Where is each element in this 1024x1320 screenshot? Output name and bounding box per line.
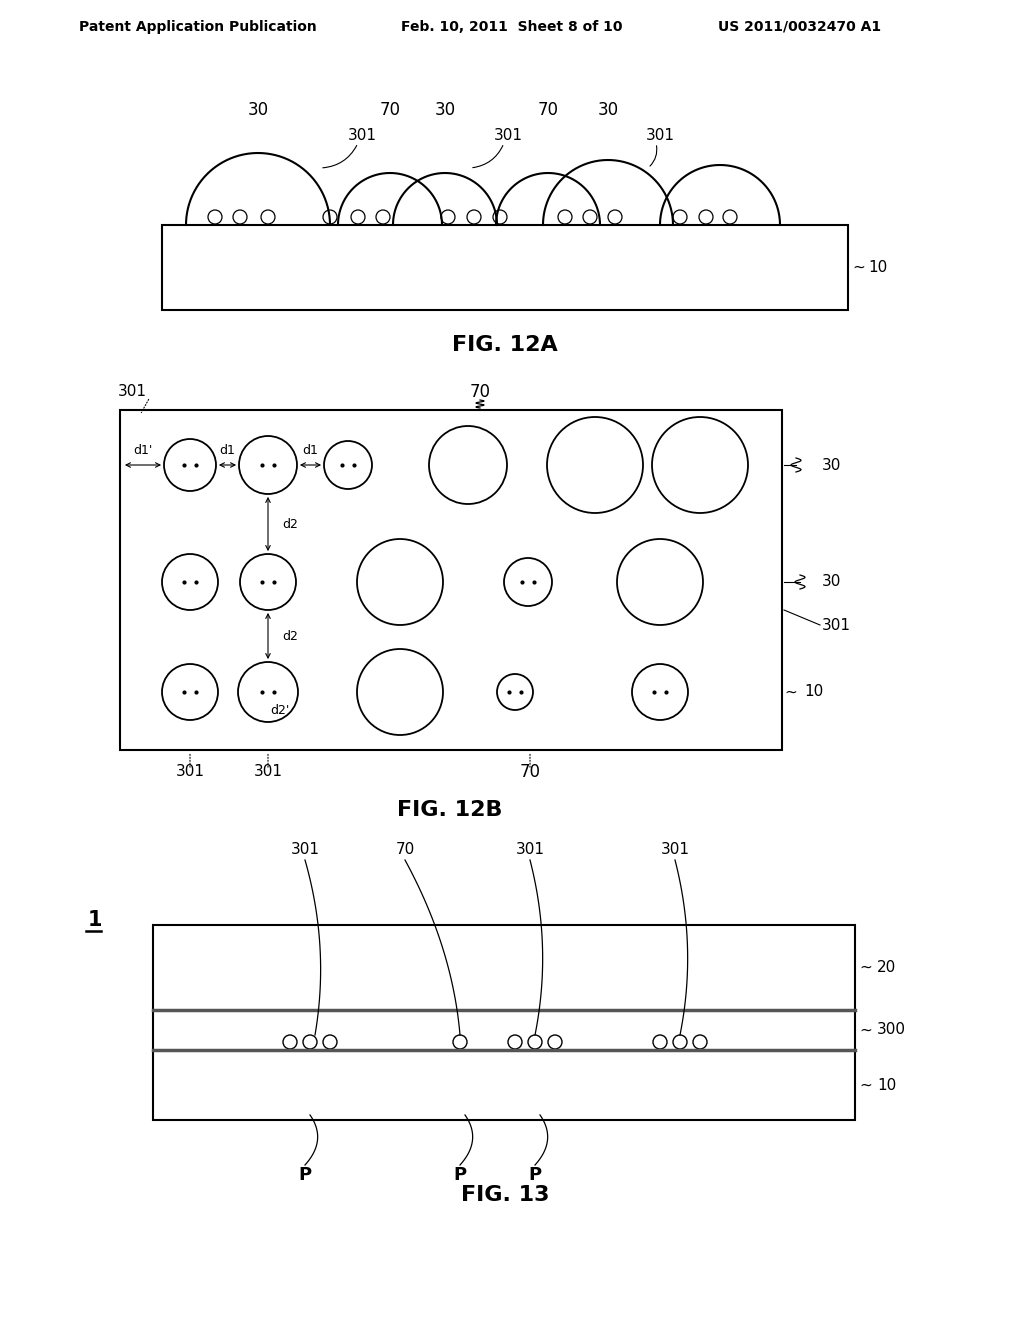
Bar xyxy=(153,925,855,1119)
Text: d2: d2 xyxy=(282,630,298,643)
Text: ~: ~ xyxy=(859,1077,871,1093)
Text: US 2011/0032470 A1: US 2011/0032470 A1 xyxy=(719,20,882,34)
Text: Feb. 10, 2011  Sheet 8 of 10: Feb. 10, 2011 Sheet 8 of 10 xyxy=(401,20,623,34)
Text: FIG. 12B: FIG. 12B xyxy=(397,800,503,820)
Text: 301: 301 xyxy=(291,842,319,858)
Text: ~: ~ xyxy=(859,1023,871,1038)
Text: 301: 301 xyxy=(494,128,522,143)
Text: 70: 70 xyxy=(395,842,415,858)
Text: ~: ~ xyxy=(859,960,871,975)
Text: 30: 30 xyxy=(248,102,268,119)
Text: d2: d2 xyxy=(282,517,298,531)
Text: 301: 301 xyxy=(645,128,675,143)
Text: 30: 30 xyxy=(822,458,842,473)
Text: d1: d1 xyxy=(219,445,234,458)
Text: 70: 70 xyxy=(538,102,558,119)
Text: 300: 300 xyxy=(877,1023,906,1038)
Text: 30: 30 xyxy=(822,574,842,590)
Text: 301: 301 xyxy=(515,842,545,858)
Text: FIG. 12A: FIG. 12A xyxy=(453,335,558,355)
Text: 301: 301 xyxy=(175,764,205,780)
Text: 70: 70 xyxy=(469,383,490,401)
Text: 30: 30 xyxy=(434,102,456,119)
Text: d2': d2' xyxy=(270,704,290,717)
Text: 70: 70 xyxy=(519,763,541,781)
Text: 301: 301 xyxy=(347,128,377,143)
Text: ~: ~ xyxy=(852,260,864,275)
Bar xyxy=(120,411,782,750)
Text: 20: 20 xyxy=(877,960,896,975)
Text: 301: 301 xyxy=(118,384,147,400)
Text: P: P xyxy=(528,1166,542,1184)
Text: Patent Application Publication: Patent Application Publication xyxy=(79,20,316,34)
Text: 10: 10 xyxy=(868,260,887,275)
Text: 30: 30 xyxy=(597,102,618,119)
Text: ~: ~ xyxy=(784,685,797,700)
Text: 10: 10 xyxy=(877,1077,896,1093)
Text: 10: 10 xyxy=(804,685,823,700)
Text: 70: 70 xyxy=(380,102,400,119)
Text: d1': d1' xyxy=(133,445,153,458)
Bar xyxy=(162,224,848,310)
Text: P: P xyxy=(298,1166,311,1184)
Text: 301: 301 xyxy=(254,764,283,780)
Text: 301: 301 xyxy=(822,618,851,632)
Text: 301: 301 xyxy=(660,842,689,858)
Text: P: P xyxy=(454,1166,467,1184)
Text: FIG. 13: FIG. 13 xyxy=(461,1185,549,1205)
Text: 1: 1 xyxy=(88,909,102,931)
Text: d1: d1 xyxy=(302,445,317,458)
